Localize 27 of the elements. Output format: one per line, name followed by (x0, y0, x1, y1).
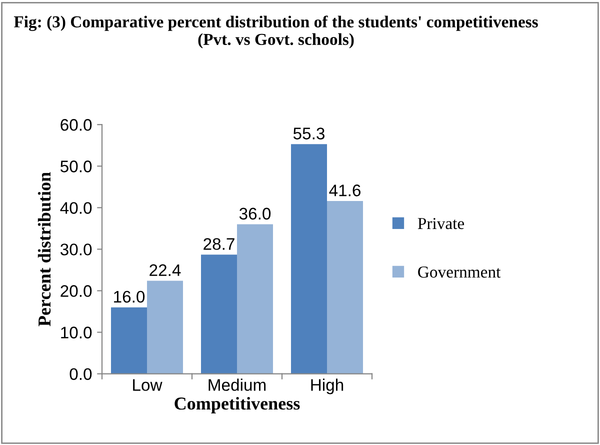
legend-label: Private (418, 218, 464, 230)
bar (111, 307, 147, 374)
y-axis-title: Percent distribution (38, 172, 51, 326)
data-label: 41.6 (329, 184, 360, 196)
x-axis-title: Competitiveness (174, 396, 300, 414)
x-tick-label: Low (133, 379, 162, 391)
data-label: 36.0 (239, 208, 271, 220)
data-label: 28.7 (204, 238, 234, 250)
y-tick-label: 60.0 (60, 119, 92, 131)
bar (291, 144, 327, 374)
chart-title: Fig: (3) Comparative percent distribution of the students' competitiveness (Pvt. vs Govt. schools) (14, 16, 538, 48)
data-label: 55.3 (293, 128, 324, 140)
data-label: 22.4 (150, 264, 181, 276)
y-tick-label: 30.0 (60, 244, 92, 256)
y-tick-label: 20.0 (60, 285, 92, 297)
bar (327, 201, 363, 374)
y-tick-label: 50.0 (60, 160, 92, 172)
data-label: 16.0 (114, 290, 145, 303)
bar (147, 280, 183, 374)
y-tick-label: 10.0 (61, 326, 92, 338)
x-tick-label: Medium (208, 378, 266, 391)
bar (237, 224, 273, 374)
bar (201, 254, 237, 374)
y-tick-label: 40.0 (60, 202, 92, 214)
legend-label: Government (418, 266, 501, 278)
y-tick-label: 0.0 (70, 368, 92, 380)
x-tick-label: High (311, 378, 344, 394)
